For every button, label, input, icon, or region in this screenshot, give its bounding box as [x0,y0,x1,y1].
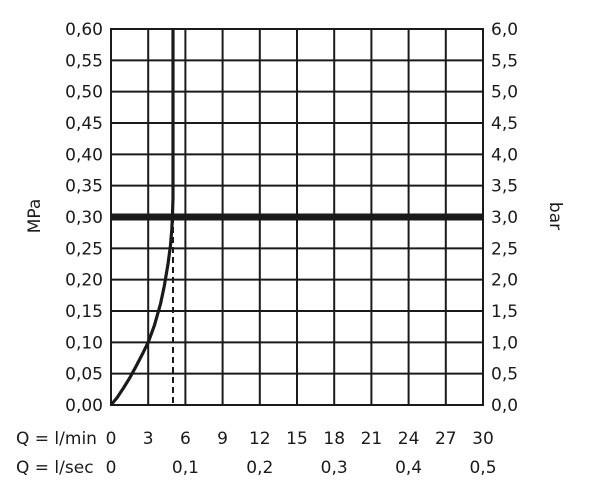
x-tick-label-lps: 0,4 [395,458,422,478]
y-left-tick-label: 0,20 [65,271,103,291]
flow-curve [109,29,175,407]
y-right-tick-label: 5,0 [491,83,518,103]
y-right-tick-label: 3,0 [491,208,518,228]
y-right-tick-label: 1,0 [491,333,518,353]
y-left-tick-label: 0,30 [65,208,103,228]
x-tick-label-lps: 0,2 [246,458,273,478]
x-tick-label-lps: 0,3 [321,458,348,478]
x-tick-label-lpm: 9 [217,429,228,449]
x-tick-label-lpm: 15 [286,429,308,449]
x-tick-labels-lps: 0 0,1 0,2 0,3 0,4 0,5 [106,458,497,478]
x-tick-labels-lpm: 0 3 6 9 12 15 18 21 24 27 30 [106,429,494,449]
x-tick-label-lpm: 6 [180,429,191,449]
x-tick-label-lpm: 3 [143,429,154,449]
y-left-tick-label: 0,15 [65,302,103,322]
y-left-tick-label: 0,10 [65,333,103,353]
x-tick-label-lps: 0 [106,458,117,478]
y-left-tick-label: 0,60 [65,20,103,40]
y-right-tick-label: 6,0 [491,20,518,40]
y-right-tick-label: 4,5 [491,114,518,134]
y-left-tick-label: 0,25 [65,239,103,259]
x-tick-label-lps: 0,5 [469,458,496,478]
y-right-tick-label: 0,5 [491,365,518,385]
y-left-tick-label: 0,55 [65,51,103,71]
y-right-tick-label: 1,5 [491,302,518,322]
x-tick-label-lpm: 27 [435,429,457,449]
y-right-tick-labels: 0,0 0,5 1,0 1,5 2,0 2,5 3,0 3,5 4,0 4,5 5,0 5,5 6,0 [491,20,518,416]
y-right-tick-label: 5,5 [491,51,518,71]
x-axis-label-lps: Q = l/sec [16,458,94,478]
y-right-tick-label: 2,5 [491,239,518,259]
y-right-tick-label: 0,0 [491,396,518,416]
y-left-tick-label: 0,05 [65,365,103,385]
x-tick-label-lpm: 0 [106,429,117,449]
y-left-tick-label: 0,35 [65,177,103,197]
y-right-tick-label: 3,5 [491,177,518,197]
curve-layer [109,29,175,407]
y-left-tick-labels: 0,00 0,05 0,10 0,15 0,20 0,25 0,30 0,35 0,40 0,45… [65,20,103,416]
x-tick-label-lpm: 21 [361,429,383,449]
x-tick-label-lpm: 12 [249,429,271,449]
x-axis-label-lpm: Q = l/min [16,429,97,449]
y-left-tick-label: 0,45 [65,114,103,134]
x-tick-label-lpm: 18 [323,429,345,449]
y-right-tick-label: 4,0 [491,145,518,165]
y-right-tick-label: 2,0 [491,271,518,291]
y-left-tick-label: 0,00 [65,396,103,416]
y-axis-label-right: bar [545,202,565,230]
x-tick-label-lps: 0,1 [172,458,199,478]
x-tick-label-lpm: 24 [398,429,420,449]
y-left-tick-label: 0,40 [65,145,103,165]
x-tick-label-lpm: 30 [472,429,494,449]
y-left-tick-label: 0,50 [65,83,103,103]
y-axis-label-left: MPa [25,199,45,234]
